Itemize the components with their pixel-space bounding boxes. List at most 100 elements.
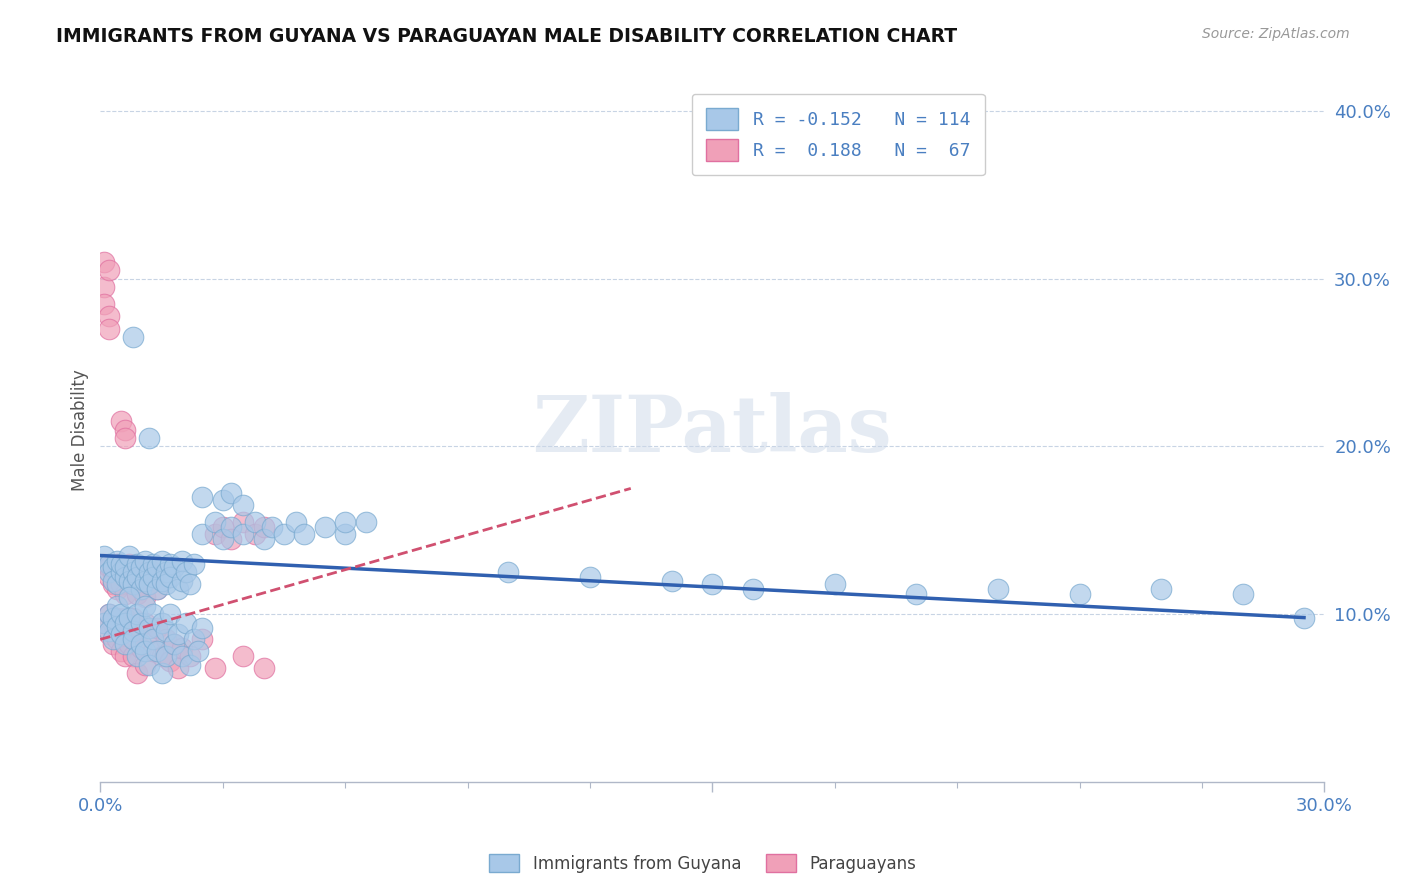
Point: [245, 526, 267, 541]
Point: [93, 615, 115, 630]
Point: [118, 574, 141, 588]
Point: [118, 610, 141, 624]
Point: [232, 649, 254, 664]
Point: [101, 577, 124, 591]
Point: [146, 560, 169, 574]
Y-axis label: Male Disability: Male Disability: [72, 368, 89, 491]
Point: [219, 520, 242, 534]
Point: [129, 637, 152, 651]
Point: [101, 610, 124, 624]
Point: [114, 431, 136, 445]
Text: ZIPatlas: ZIPatlas: [533, 392, 893, 467]
Point: [105, 632, 128, 647]
Point: [134, 591, 156, 605]
Point: [110, 607, 132, 622]
Point: [159, 607, 181, 622]
Point: [167, 661, 190, 675]
Point: [125, 557, 148, 571]
Point: [122, 649, 145, 664]
Point: [125, 665, 148, 680]
Point: [134, 553, 156, 567]
Point: [110, 621, 132, 635]
Point: [114, 560, 136, 574]
Point: [232, 498, 254, 512]
Point: [105, 599, 128, 613]
Point: [122, 577, 145, 591]
Point: [93, 557, 115, 571]
Point: [134, 566, 156, 580]
Point: [702, 577, 724, 591]
Point: [285, 515, 308, 529]
Point: [110, 627, 132, 641]
Point: [110, 414, 132, 428]
Point: [163, 560, 186, 574]
Point: [134, 599, 156, 613]
Point: [97, 570, 120, 584]
Point: [129, 640, 152, 655]
Point: [150, 574, 173, 588]
Text: Source: ZipAtlas.com: Source: ZipAtlas.com: [1202, 27, 1350, 41]
Point: [204, 526, 226, 541]
Point: [219, 532, 242, 546]
Point: [118, 549, 141, 563]
Point: [579, 570, 602, 584]
Point: [170, 574, 193, 588]
Point: [150, 615, 173, 630]
Point: [163, 637, 186, 651]
Text: IMMIGRANTS FROM GUYANA VS PARAGUAYAN MALE DISABILITY CORRELATION CHART: IMMIGRANTS FROM GUYANA VS PARAGUAYAN MAL…: [56, 27, 957, 45]
Point: [134, 574, 156, 588]
Point: [163, 637, 186, 651]
Point: [170, 553, 193, 567]
Point: [97, 322, 120, 336]
Point: [905, 587, 928, 601]
Point: [252, 661, 274, 675]
Point: [354, 515, 377, 529]
Point: [159, 654, 181, 668]
Point: [142, 566, 165, 580]
Point: [105, 557, 128, 571]
Point: [191, 632, 214, 647]
Point: [204, 515, 226, 529]
Point: [183, 632, 205, 647]
Point: [1232, 587, 1254, 601]
Point: [155, 649, 177, 664]
Point: [125, 607, 148, 622]
Point: [211, 493, 233, 508]
Point: [110, 566, 132, 580]
Point: [129, 574, 152, 588]
Point: [150, 553, 173, 567]
Point: [122, 610, 145, 624]
Point: [170, 649, 193, 664]
Point: [101, 560, 124, 574]
Point: [97, 624, 120, 638]
Point: [191, 621, 214, 635]
Point: [314, 520, 336, 534]
Point: [159, 557, 181, 571]
Point: [155, 577, 177, 591]
Point: [138, 621, 160, 635]
Point: [150, 665, 173, 680]
Point: [114, 560, 136, 574]
Point: [129, 615, 152, 630]
Point: [138, 627, 160, 641]
Point: [134, 644, 156, 658]
Point: [142, 644, 165, 658]
Point: [118, 570, 141, 584]
Point: [101, 615, 124, 630]
Point: [93, 297, 115, 311]
Point: [114, 610, 136, 624]
Point: [146, 582, 169, 596]
Point: [1069, 587, 1091, 601]
Point: [179, 657, 201, 672]
Point: [211, 532, 233, 546]
Point: [333, 515, 356, 529]
Point: [204, 661, 226, 675]
Point: [232, 526, 254, 541]
Point: [114, 587, 136, 601]
Point: [125, 587, 148, 601]
Point: [183, 557, 205, 571]
Point: [110, 566, 132, 580]
Point: [138, 431, 160, 445]
Point: [219, 486, 242, 500]
Point: [93, 549, 115, 563]
